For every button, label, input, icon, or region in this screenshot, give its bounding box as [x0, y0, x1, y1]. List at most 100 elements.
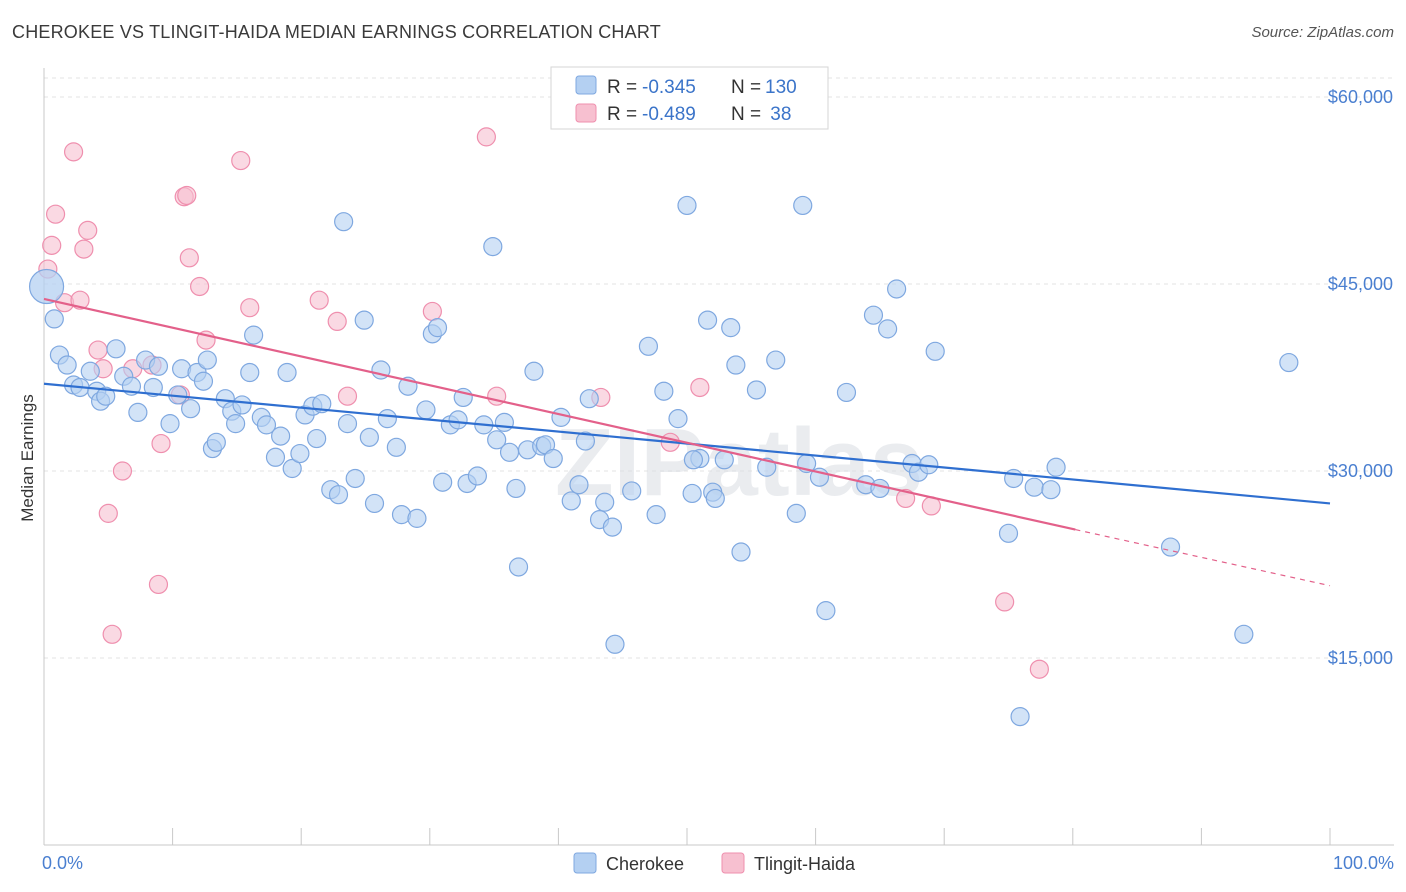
point-cherokee-92 [677, 195, 697, 216]
point-cherokee-86 [605, 634, 625, 654]
point-cherokee-112 [863, 305, 884, 325]
point-cherokee-72 [508, 557, 529, 577]
point-cherokee-77 [543, 448, 563, 469]
point-cherokee-119 [925, 341, 945, 361]
bottom-legend-swatch-tlingit-haida [721, 852, 745, 874]
trend-lines [43, 297, 1331, 587]
legend-n-label-1: N = [731, 104, 761, 125]
point-cherokee-35 [271, 426, 291, 446]
point-cherokee-124 [1046, 457, 1066, 477]
x-tick-label-end: 100.0% [1333, 853, 1394, 873]
point-cherokee-1 [44, 309, 64, 329]
point-tlingit-haida-28 [422, 301, 442, 322]
y-tick-label-3: $60,000 [1328, 87, 1393, 107]
legend-top: R = -0.345 N = 130 R = -0.489 N = 38 [550, 66, 829, 130]
point-cherokee-15 [143, 377, 163, 398]
point-tlingit-haida-20 [179, 248, 199, 268]
legend-n-label-0: N = [731, 77, 761, 98]
point-cherokee-125 [1160, 537, 1181, 557]
point-cherokee-95 [697, 310, 718, 330]
point-cherokee-101 [731, 542, 751, 562]
point-cherokee-91 [668, 409, 688, 429]
point-cherokee-69 [494, 412, 514, 432]
point-cherokee-113 [870, 478, 890, 499]
trend-line-tlingit-haida [43, 297, 1076, 531]
bottom-legend-label-tlingit-haida: Tlingit-Haida [754, 854, 856, 874]
point-cherokee-87 [622, 481, 642, 501]
legend-r-label-1: R = [607, 104, 637, 125]
point-cherokee-16 [148, 356, 169, 376]
point-cherokee-106 [793, 195, 813, 216]
legend-r-value-0: -0.345 [642, 77, 696, 98]
point-cherokee-59 [427, 318, 448, 338]
point-tlingit-haida-6 [74, 239, 94, 259]
point-cherokee-56 [407, 508, 427, 528]
point-tlingit-haida-7 [78, 220, 98, 240]
point-cherokee-90 [654, 381, 674, 401]
point-tlingit-haida-16 [151, 433, 171, 454]
point-cherokee-33 [256, 415, 277, 435]
point-cherokee-46 [337, 414, 358, 434]
point-cherokee-102 [746, 380, 767, 400]
point-cherokee-126 [1234, 624, 1254, 644]
point-cherokee-52 [377, 409, 397, 429]
point-cherokee-103 [757, 457, 777, 477]
point-tlingit-haida-29 [476, 127, 496, 147]
point-cherokee-67 [483, 237, 503, 257]
y-axis-label: Median Earnings [18, 394, 37, 522]
point-cherokee-60 [433, 472, 453, 492]
y-tick-label-2: $45,000 [1328, 274, 1393, 294]
point-cherokee-123 [1041, 480, 1061, 500]
point-cherokee-25 [206, 432, 226, 452]
point-tlingit-haida-15 [148, 574, 169, 595]
point-cherokee-70 [499, 442, 520, 462]
point-tlingit-haida-27 [337, 386, 358, 406]
point-cherokee-100 [726, 355, 746, 375]
point-cherokee-62 [448, 410, 468, 430]
point-cherokee-99 [721, 318, 741, 338]
point-cherokee-81 [575, 431, 596, 451]
point-tlingit-haida-4 [63, 142, 84, 162]
bottom-legend-swatch-cherokee [573, 852, 597, 874]
chart-source: Source: ZipAtlas.com [1251, 24, 1394, 41]
point-cherokee-79 [561, 491, 581, 511]
point-cherokee-74 [524, 361, 544, 381]
legend-n-value-1: 38 [765, 104, 791, 125]
point-cherokee-0 [28, 268, 65, 305]
point-cherokee-82 [579, 389, 599, 409]
legend-swatch-tlingit-haida [575, 103, 597, 123]
point-cherokee-68 [487, 430, 507, 450]
point-cherokee-9 [96, 386, 116, 406]
point-cherokee-49 [359, 427, 379, 447]
point-cherokee-114 [878, 319, 898, 339]
point-cherokee-48 [354, 310, 374, 330]
point-cherokee-97 [705, 488, 725, 509]
point-cherokee-34 [265, 447, 286, 467]
point-cherokee-80 [569, 475, 589, 495]
point-cherokee-93 [682, 483, 702, 504]
point-cherokee-29 [232, 395, 252, 415]
point-cherokee-121 [1004, 468, 1024, 489]
point-cherokee-22 [193, 371, 214, 391]
point-cherokee-10 [106, 339, 126, 359]
point-cherokee-65 [467, 466, 487, 486]
point-cherokee-88 [638, 336, 659, 356]
point-cherokee-36 [277, 362, 297, 383]
point-tlingit-haida-36 [995, 592, 1015, 612]
point-cherokee-89 [646, 505, 666, 525]
point-cherokee-20 [181, 399, 201, 419]
chart-title: CHEROKEE VS TLINGIT-HAIDA MEDIAN EARNING… [12, 22, 661, 42]
point-cherokee-104 [766, 350, 786, 370]
point-cherokee-6 [80, 361, 100, 381]
point-cherokee-31 [244, 325, 264, 345]
point-cherokee-85 [602, 517, 623, 537]
point-tlingit-haida-26 [327, 311, 347, 331]
legend-n-value-0: 130 [765, 77, 797, 98]
point-tlingit-haida-23 [231, 150, 251, 171]
point-cherokee-128 [1010, 706, 1030, 727]
point-tlingit-haida-10 [98, 503, 118, 523]
point-cherokee-105 [786, 503, 806, 523]
point-tlingit-haida-19 [177, 185, 197, 206]
point-tlingit-haida-24 [240, 298, 260, 318]
point-cherokee-120 [998, 523, 1019, 543]
